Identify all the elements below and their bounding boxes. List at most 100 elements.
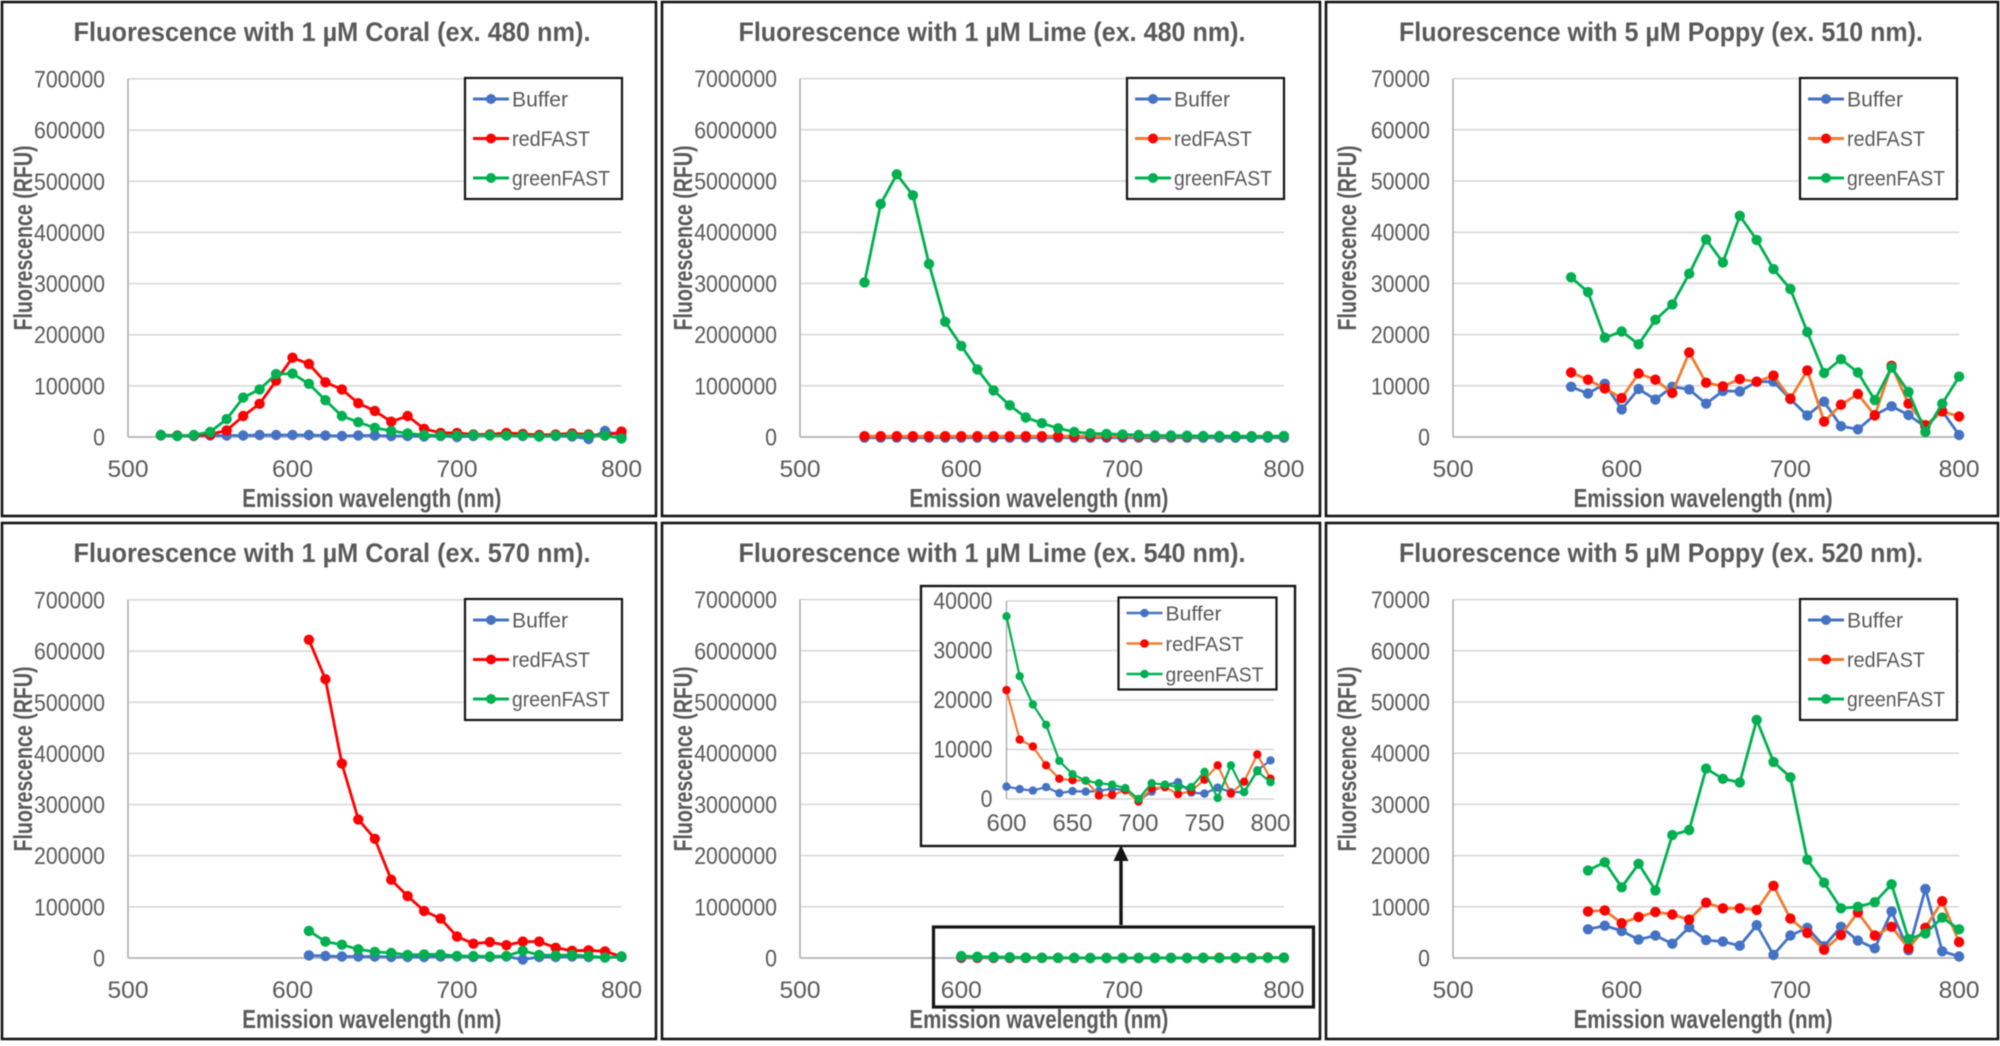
svg-text:20000: 20000 xyxy=(933,687,992,714)
svg-text:70000: 70000 xyxy=(1371,587,1430,614)
svg-text:redFAST: redFAST xyxy=(512,649,590,672)
svg-text:600: 600 xyxy=(1601,977,1642,1004)
svg-text:600: 600 xyxy=(1601,456,1642,483)
svg-text:3000000: 3000000 xyxy=(694,271,777,298)
svg-text:Fluorescence with 1 µM Lime (e: Fluorescence with 1 µM Lime (ex. 540 nm)… xyxy=(739,538,1246,568)
svg-text:2000000: 2000000 xyxy=(694,322,777,349)
svg-text:800: 800 xyxy=(1263,456,1304,483)
svg-text:500: 500 xyxy=(1433,977,1474,1004)
svg-text:0: 0 xyxy=(93,946,105,973)
svg-text:Fluorescence with 1 µM Coral (: Fluorescence with 1 µM Coral (ex. 480 nm… xyxy=(74,17,591,47)
svg-text:700000: 700000 xyxy=(34,587,105,614)
svg-text:redFAST: redFAST xyxy=(1166,634,1244,656)
svg-text:600000: 600000 xyxy=(34,639,105,666)
svg-text:Emission wavelength (nm): Emission wavelength (nm) xyxy=(1574,1004,1833,1034)
svg-text:600: 600 xyxy=(941,977,982,1004)
svg-text:100000: 100000 xyxy=(34,373,105,400)
svg-text:600: 600 xyxy=(941,456,982,483)
svg-text:0: 0 xyxy=(981,786,993,813)
svg-text:Fluorescence (RFU): Fluorescence (RFU) xyxy=(8,146,38,331)
svg-text:greenFAST: greenFAST xyxy=(1847,167,1945,190)
svg-text:Emission wavelength (nm): Emission wavelength (nm) xyxy=(242,483,501,513)
svg-text:700: 700 xyxy=(437,977,478,1004)
svg-text:500: 500 xyxy=(108,977,149,1004)
svg-text:Emission wavelength (nm): Emission wavelength (nm) xyxy=(1574,483,1833,513)
svg-text:Fluorescence (RFU): Fluorescence (RFU) xyxy=(668,667,698,852)
svg-text:Emission wavelength (nm): Emission wavelength (nm) xyxy=(909,483,1168,513)
svg-text:Buffer: Buffer xyxy=(1847,609,1903,632)
svg-text:greenFAST: greenFAST xyxy=(512,167,610,190)
svg-text:400000: 400000 xyxy=(34,220,105,247)
svg-text:greenFAST: greenFAST xyxy=(1174,167,1272,190)
svg-text:30000: 30000 xyxy=(933,638,992,665)
svg-text:300000: 300000 xyxy=(34,792,105,819)
svg-text:50000: 50000 xyxy=(1371,169,1430,196)
svg-text:30000: 30000 xyxy=(1371,271,1430,298)
svg-text:Buffer: Buffer xyxy=(512,88,568,111)
svg-text:redFAST: redFAST xyxy=(1847,128,1925,151)
svg-text:5000000: 5000000 xyxy=(694,169,777,196)
svg-text:600: 600 xyxy=(272,456,313,483)
svg-text:30000: 30000 xyxy=(1371,792,1430,819)
svg-text:redFAST: redFAST xyxy=(1847,649,1925,672)
svg-text:Buffer: Buffer xyxy=(1166,603,1222,625)
svg-text:60000: 60000 xyxy=(1371,117,1430,144)
svg-text:Emission wavelength (nm): Emission wavelength (nm) xyxy=(909,1004,1168,1034)
svg-text:800: 800 xyxy=(601,456,642,483)
svg-text:40000: 40000 xyxy=(1371,741,1430,768)
svg-text:Fluorescence (RFU): Fluorescence (RFU) xyxy=(8,667,38,852)
svg-text:700000: 700000 xyxy=(34,66,105,93)
svg-text:800: 800 xyxy=(1939,977,1980,1004)
svg-text:700: 700 xyxy=(1102,977,1143,1004)
svg-text:10000: 10000 xyxy=(1371,373,1430,400)
svg-text:800: 800 xyxy=(1939,456,1980,483)
svg-text:Fluorescence (RFU): Fluorescence (RFU) xyxy=(668,146,698,331)
svg-text:6000000: 6000000 xyxy=(694,117,777,144)
svg-text:0: 0 xyxy=(93,425,105,452)
svg-text:300000: 300000 xyxy=(34,271,105,298)
svg-text:600: 600 xyxy=(987,810,1027,837)
svg-text:Buffer: Buffer xyxy=(512,609,568,632)
svg-text:0: 0 xyxy=(765,425,777,452)
svg-text:10000: 10000 xyxy=(1371,894,1430,921)
svg-text:800: 800 xyxy=(601,977,642,1004)
svg-text:Buffer: Buffer xyxy=(1847,88,1903,111)
svg-text:6000000: 6000000 xyxy=(694,638,777,665)
svg-text:700: 700 xyxy=(1770,456,1811,483)
svg-text:700: 700 xyxy=(1119,810,1159,837)
svg-text:700: 700 xyxy=(1770,977,1811,1004)
svg-text:10000: 10000 xyxy=(933,737,992,764)
svg-text:greenFAST: greenFAST xyxy=(1847,688,1945,711)
svg-text:greenFAST: greenFAST xyxy=(1166,664,1264,686)
svg-text:Fluorescence (RFU): Fluorescence (RFU) xyxy=(1332,667,1362,852)
svg-text:40000: 40000 xyxy=(1371,220,1430,247)
svg-text:Fluorescence with 5 µM Poppy (: Fluorescence with 5 µM Poppy (ex. 510 nm… xyxy=(1399,17,1923,47)
svg-text:0: 0 xyxy=(1418,425,1430,452)
svg-text:7000000: 7000000 xyxy=(694,66,777,93)
svg-text:Fluorescence with 1 µM Lime (e: Fluorescence with 1 µM Lime (ex. 480 nm)… xyxy=(739,17,1246,47)
svg-text:500000: 500000 xyxy=(34,169,105,196)
svg-text:Fluorescence (RFU): Fluorescence (RFU) xyxy=(1332,146,1362,331)
svg-text:800: 800 xyxy=(1251,810,1291,837)
svg-text:Emission wavelength (nm): Emission wavelength (nm) xyxy=(242,1004,501,1034)
svg-text:0: 0 xyxy=(765,946,777,973)
svg-text:4000000: 4000000 xyxy=(694,220,777,247)
svg-text:40000: 40000 xyxy=(933,588,992,615)
svg-text:20000: 20000 xyxy=(1371,843,1430,870)
svg-text:4000000: 4000000 xyxy=(694,741,777,768)
svg-text:200000: 200000 xyxy=(34,322,105,349)
svg-text:600000: 600000 xyxy=(34,118,105,145)
svg-text:3000000: 3000000 xyxy=(694,792,777,819)
svg-text:800: 800 xyxy=(1263,977,1304,1004)
svg-text:Fluorescence with 5 µM Poppy (: Fluorescence with 5 µM Poppy (ex. 520 nm… xyxy=(1399,538,1923,568)
svg-text:50000: 50000 xyxy=(1371,690,1430,717)
svg-text:1000000: 1000000 xyxy=(694,373,777,400)
svg-text:1000000: 1000000 xyxy=(694,894,777,921)
svg-text:500: 500 xyxy=(780,977,821,1004)
svg-text:400000: 400000 xyxy=(34,741,105,768)
svg-text:200000: 200000 xyxy=(34,843,105,870)
svg-text:500: 500 xyxy=(780,456,821,483)
svg-text:500: 500 xyxy=(108,456,149,483)
svg-text:500: 500 xyxy=(1433,456,1474,483)
svg-text:redFAST: redFAST xyxy=(1174,128,1252,151)
